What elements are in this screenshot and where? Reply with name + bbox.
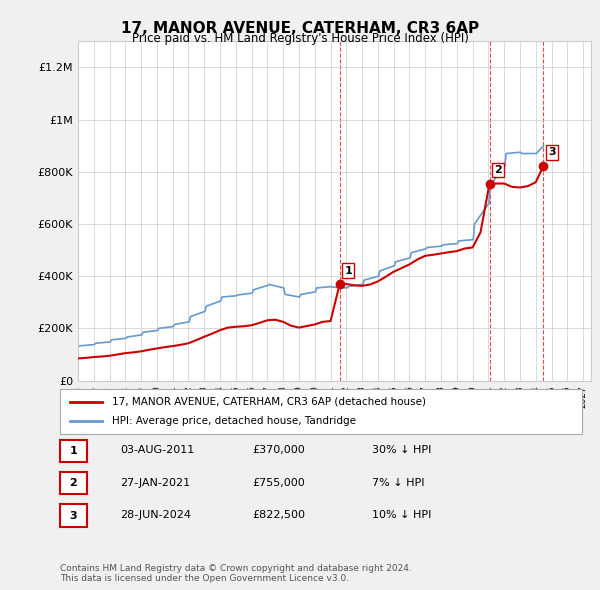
Text: 28-JUN-2024: 28-JUN-2024 [120,510,191,520]
Text: 3: 3 [70,511,77,520]
Text: 2: 2 [70,478,77,488]
Text: 1: 1 [70,446,77,455]
Text: 17, MANOR AVENUE, CATERHAM, CR3 6AP (detached house): 17, MANOR AVENUE, CATERHAM, CR3 6AP (det… [112,397,426,407]
Text: 1: 1 [344,266,352,276]
Text: Contains HM Land Registry data © Crown copyright and database right 2024.
This d: Contains HM Land Registry data © Crown c… [60,563,412,583]
Text: 27-JAN-2021: 27-JAN-2021 [120,478,190,487]
Text: HPI: Average price, detached house, Tandridge: HPI: Average price, detached house, Tand… [112,417,356,426]
Text: 3: 3 [548,148,556,158]
Text: 17, MANOR AVENUE, CATERHAM, CR3 6AP: 17, MANOR AVENUE, CATERHAM, CR3 6AP [121,21,479,35]
Text: 2: 2 [494,165,502,175]
Text: 03-AUG-2011: 03-AUG-2011 [120,445,194,455]
Text: £822,500: £822,500 [252,510,305,520]
Text: £370,000: £370,000 [252,445,305,455]
Text: 7% ↓ HPI: 7% ↓ HPI [372,478,425,487]
Text: 30% ↓ HPI: 30% ↓ HPI [372,445,431,455]
Text: Price paid vs. HM Land Registry's House Price Index (HPI): Price paid vs. HM Land Registry's House … [131,32,469,45]
Text: 10% ↓ HPI: 10% ↓ HPI [372,510,431,520]
Text: £755,000: £755,000 [252,478,305,487]
